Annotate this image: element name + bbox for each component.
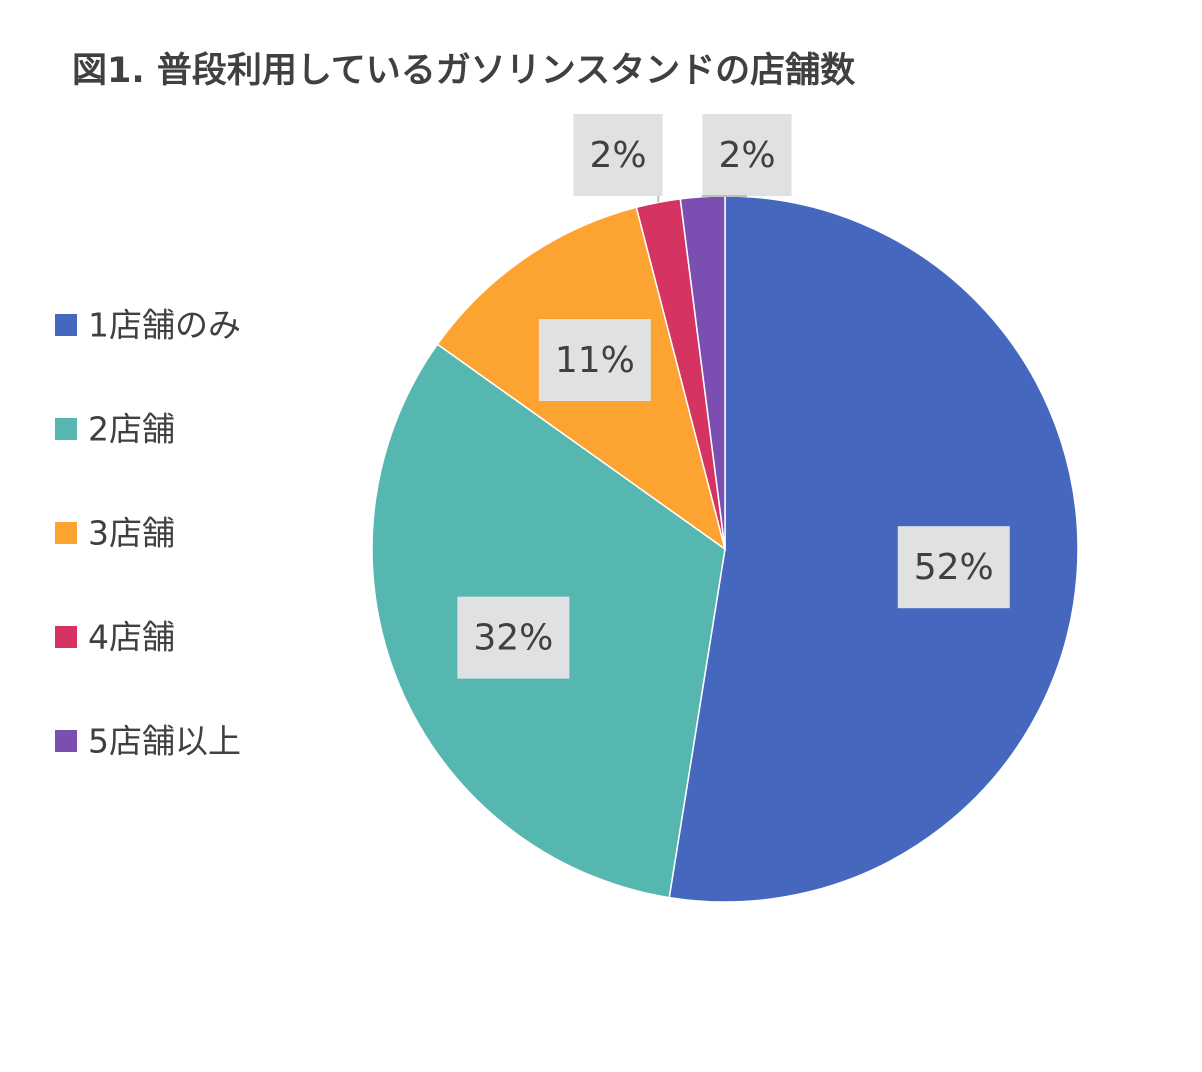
leader-line — [701, 195, 747, 197]
legend-swatch — [55, 626, 77, 648]
data-label-box — [702, 114, 792, 196]
data-label-box — [897, 526, 1010, 609]
data-label-box — [457, 596, 570, 679]
legend-swatch — [55, 314, 77, 336]
chart-title: 図1. 普段利用しているガソリンスタンドの店舗数 — [72, 50, 855, 91]
legend-swatch — [55, 730, 77, 752]
data-label: 2% — [589, 135, 646, 176]
legend-label: 4店舗 — [88, 618, 175, 657]
data-label: 52% — [914, 547, 994, 588]
legend-label: 5店舗以上 — [88, 722, 241, 761]
legend-swatch — [55, 522, 77, 544]
data-label: 11% — [555, 340, 635, 381]
data-label: 2% — [718, 135, 775, 176]
data-label-box — [573, 114, 663, 196]
legend-label: 3店舗 — [88, 514, 175, 553]
pie-slice — [668, 195, 1079, 903]
legend-label: 2店舗 — [88, 410, 175, 449]
data-label: 32% — [473, 618, 553, 659]
data-label-box — [538, 319, 651, 402]
legend-swatch — [55, 418, 77, 440]
legend-label: 1店舗のみ — [88, 306, 241, 345]
